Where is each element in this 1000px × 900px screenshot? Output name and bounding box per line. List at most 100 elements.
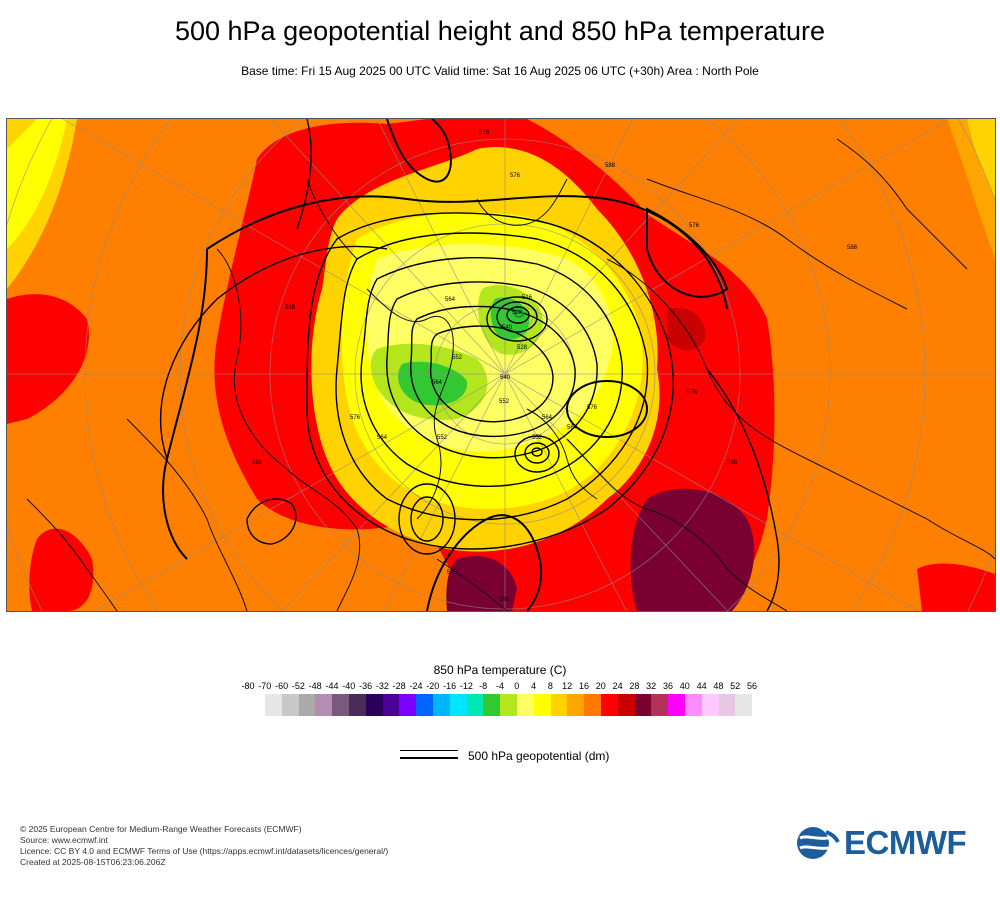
contour-label: 588 [252, 460, 263, 466]
colorbar-swatch [500, 694, 517, 716]
colorbar-tick-label: -48 [308, 681, 322, 691]
colorbar-swatch [533, 694, 551, 716]
warm-zone-southwest [29, 528, 94, 611]
colorbar-swatch [584, 694, 601, 716]
contour-label: 576 [350, 415, 361, 421]
colorbar-swatch [718, 694, 736, 716]
colorbar-swatch [483, 694, 501, 716]
geopotential-contours [159, 119, 780, 611]
contour-label: 576 [587, 405, 598, 411]
contour-label: 564 [377, 435, 388, 441]
warm-zone-atlantic [7, 294, 89, 424]
colorbar-swatch [701, 694, 719, 716]
credit-line: Licence: CC BY 4.0 and ECMWF Terms of Us… [20, 846, 389, 856]
contour-label: 588 [605, 163, 616, 169]
colorbar-swatch [651, 694, 669, 716]
colorbar-swatch [449, 694, 467, 716]
contour-label: 564 [445, 297, 456, 303]
temp-zone-east-inner [967, 119, 995, 199]
colorbar-tick-label: 20 [595, 681, 606, 691]
colorbar-swatch [684, 694, 702, 716]
chart-subtitle: Base time: Fri 15 Aug 2025 00 UTC Valid … [241, 64, 759, 78]
colorbar-tick-label: -40 [342, 681, 356, 691]
contour-label: 540 [500, 375, 511, 381]
contour-label: 564 [567, 425, 578, 431]
contour-label: 552 [437, 435, 448, 441]
colorbar-swatch [382, 694, 400, 716]
contour-label: 528 [512, 310, 523, 316]
contour-labels: 576 588 576 564 552 540 528 516 588 576 … [252, 130, 858, 603]
colorbar-tick-label: -20 [426, 681, 440, 691]
contour-label: 540 [502, 325, 513, 331]
contour-label: 552 [452, 355, 463, 361]
colorbar-swatch [298, 694, 316, 716]
colorbar-tick-label: 4 [531, 681, 537, 691]
colorbar-tick-label: 0 [514, 681, 520, 691]
geopotential-legend-label: 500 hPa geopotential (dm) [468, 749, 610, 763]
colorbar-tick-label: -52 [291, 681, 305, 691]
colorbar-swatch [265, 694, 282, 716]
colorbar-tick-label: 16 [578, 681, 590, 691]
map-svg: 576 588 576 564 552 540 528 516 588 576 … [7, 119, 995, 611]
credit-line: Created at 2025-08-15T06:23:06.206Z [20, 857, 166, 867]
colorbar-tick-label: 40 [679, 681, 690, 691]
contour-label: 576 [689, 223, 700, 229]
colorbar-tick-label: 52 [730, 681, 741, 691]
colorbar-tick-label: 36 [662, 681, 674, 691]
colorbar-tick-label: 44 [696, 681, 707, 691]
colorbar-tick-label: -32 [375, 681, 389, 691]
colorbar-swatch [466, 694, 484, 716]
contour-label: 528 [517, 345, 528, 351]
contour-label: 516 [522, 295, 533, 301]
ecmwf-logo-icon [797, 827, 840, 859]
colorbar-swatch [668, 694, 685, 716]
colorbar-tick-label: -80 [241, 681, 255, 691]
colorbar-tick-label: -24 [409, 681, 423, 691]
colorbar-tick-label: -70 [258, 681, 272, 691]
colorbar-tick-label: 12 [562, 681, 573, 691]
colorbar-tick-label: -16 [443, 681, 457, 691]
temperature-colorbar [265, 694, 753, 716]
contour-label: 576 [510, 173, 521, 179]
colorbar-swatch [365, 694, 383, 716]
colorbar-tick-label: 8 [547, 681, 553, 691]
contour-label: 564 [432, 380, 443, 386]
ecmwf-logo: ECMWF [796, 824, 986, 862]
colorbar-swatch [315, 694, 333, 716]
credit-line: © 2025 European Centre for Medium-Range … [20, 824, 302, 834]
colorbar-swatch [416, 694, 433, 716]
contour-label: 576 [479, 130, 490, 136]
temperature-legend-title: 850 hPa temperature (C) [433, 663, 567, 677]
colorbar-tick-label: 48 [713, 681, 724, 691]
geopotential-line-sample [400, 750, 458, 765]
credit-line: Source: www.ecmwf.int [20, 835, 108, 845]
colorbar-tick-label: 28 [629, 681, 640, 691]
contour-label: 576 [687, 390, 698, 396]
contour-label: 588 [847, 245, 858, 251]
colorbar-tick-label: 32 [646, 681, 657, 691]
contour-label: 552 [532, 435, 543, 441]
temperature-legend-ticks: -80 -70 -60 -52 -48 -44 -40 -36 -32 -28 -24 -20 -16-… [0, 681, 1000, 693]
colorbar-swatch [281, 694, 299, 716]
contour-label: 588 [285, 305, 296, 311]
colorbar-tick-label: -36 [359, 681, 373, 691]
credits: © 2025 European Centre for Medium-Range … [20, 824, 388, 868]
hot-core-asia [630, 488, 755, 611]
contour-label: 564 [542, 415, 553, 421]
coastlines [26, 138, 995, 611]
hot-core-middle-east [446, 555, 517, 611]
colorbar-tick-label: 24 [612, 681, 623, 691]
warm-zone-southeast [917, 563, 995, 611]
colorbar-swatch [348, 694, 366, 716]
colorbar-swatch [617, 694, 635, 716]
colorbar-tick-label: -12 [459, 681, 473, 691]
polar-map: 576 588 576 564 552 540 528 516 588 576 … [6, 118, 996, 612]
colorbar-swatch [550, 694, 568, 716]
colorbar-swatch [399, 694, 417, 716]
contour-label: 576 [447, 570, 458, 576]
contour-label: 552 [499, 399, 510, 405]
colorbar-swatch [567, 694, 585, 716]
chart-title: 500 hPa geopotential height and 850 hPa … [174, 16, 825, 46]
colorbar-swatch [516, 694, 534, 716]
colorbar-tick-label: -44 [325, 681, 339, 691]
